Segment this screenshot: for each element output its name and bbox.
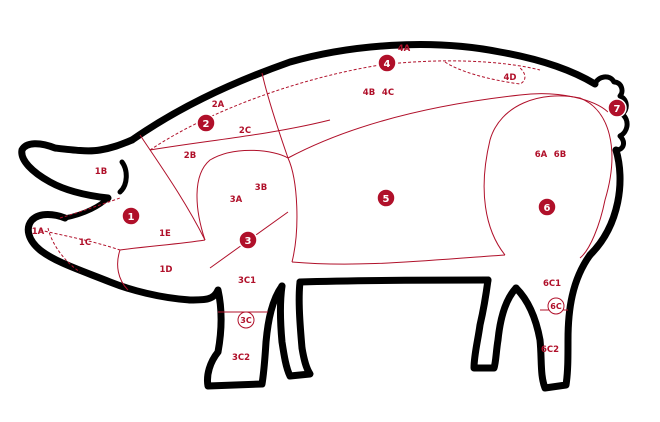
- cut-badges: 1 2 3 4 5 6 7: [121, 53, 627, 250]
- svg-text:4: 4: [384, 59, 391, 70]
- label-1d: 1D: [160, 265, 173, 275]
- label-2c: 2C: [239, 126, 251, 136]
- svg-text:7: 7: [614, 104, 621, 115]
- label-4b: 4B: [363, 88, 375, 98]
- label-2a: 2A: [212, 100, 225, 110]
- label-3c1: 3C1: [238, 276, 256, 286]
- label-3a: 3A: [230, 195, 243, 205]
- label-4d: 4D: [504, 73, 517, 83]
- badge-2: 2: [196, 113, 216, 133]
- badge-5: 5: [376, 188, 396, 208]
- label-6a: 6A: [535, 150, 548, 160]
- label-3b: 3B: [255, 183, 267, 193]
- label-6b: 6B: [554, 150, 566, 160]
- dashed-lines: [39, 60, 541, 273]
- label-4c: 4C: [382, 88, 394, 98]
- label-1e: 1E: [159, 229, 171, 239]
- ring-3c: 3C: [237, 311, 255, 329]
- svg-text:5: 5: [383, 194, 390, 205]
- svg-text:3C: 3C: [240, 316, 252, 325]
- svg-text:2: 2: [203, 119, 210, 130]
- label-1b: 1B: [95, 167, 107, 177]
- badge-7: 7: [607, 98, 627, 118]
- svg-text:6: 6: [544, 203, 551, 214]
- badge-4: 4: [377, 53, 397, 73]
- badge-3: 3: [238, 230, 258, 250]
- label-6c2: 6C2: [541, 345, 559, 355]
- svg-text:3: 3: [245, 236, 252, 247]
- label-1c: 1C: [79, 238, 91, 248]
- label-2b: 2B: [184, 151, 196, 161]
- svg-text:1: 1: [128, 212, 135, 223]
- ring-6c: 6C: [547, 297, 565, 315]
- label-1a: 1A: [32, 227, 45, 237]
- svg-text:6C: 6C: [550, 302, 562, 311]
- cut-labels: 1A 1B 1C 1D 1E 2A 2B 2C 3A 3B 3C1 3C2 4A…: [32, 44, 566, 363]
- pig-outline: [18, 41, 630, 392]
- ring-labels: 3C 6C: [237, 297, 565, 329]
- label-3c2: 3C2: [232, 353, 250, 363]
- cut-lines: [117, 72, 613, 313]
- badge-1: 1: [121, 206, 141, 226]
- label-6c1: 6C1: [543, 279, 561, 289]
- badge-6: 6: [537, 197, 557, 217]
- label-4a: 4A: [398, 44, 411, 54]
